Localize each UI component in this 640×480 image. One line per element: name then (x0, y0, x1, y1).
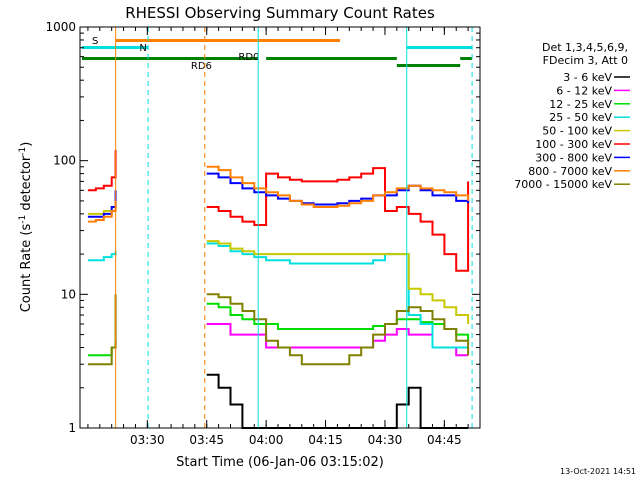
y-tick-label: 10 (61, 287, 76, 301)
x-tick-label: 04:45 (427, 433, 462, 447)
flag-label-night: N (139, 43, 146, 54)
flag-bar-rd0-3 (460, 57, 473, 60)
flag-bar-rd0 (82, 57, 259, 60)
flag-bar-night (82, 46, 149, 49)
x-tick-label: 04:00 (249, 433, 284, 447)
legend-label: 300 - 800 keV (535, 151, 612, 164)
axes-layer: 1 10 100 1000 03:30 03:45 04:00 04:15 04:30 04:45 (45, 20, 481, 447)
x-tick-label: 03:45 (189, 433, 224, 447)
x-tick-label: 04:15 (308, 433, 343, 447)
legend: Det 1,3,4,5,6,9, FDecim 3, Att 0 3 - 6 k… (514, 41, 630, 191)
markers-layer (115, 27, 473, 428)
y-tick-label: 1 (68, 421, 76, 435)
legend-header-line-1: Det 1,3,4,5,6,9, (542, 41, 628, 54)
flag-bar-saa (115, 39, 341, 42)
y-axis-label: Count Rate (s-1 detector-1) (18, 142, 34, 313)
y-axis-label-sup1: -1 (18, 215, 28, 224)
legend-label: 800 - 7000 keV (528, 165, 612, 178)
flag-bar-rd6 (396, 64, 461, 67)
series-line-6 (87, 150, 470, 272)
y-axis-label-sup2: -1 (18, 147, 28, 156)
flag-label-saa: S (92, 36, 98, 47)
y-axis-label-end: ) (19, 142, 34, 147)
legend-label: 100 - 300 keV (535, 138, 612, 151)
y-axis-label-main: Count Rate (s (19, 224, 34, 313)
legend-label: 50 - 100 keV (542, 125, 612, 138)
series-line-8 (87, 165, 470, 223)
series-layer (87, 150, 470, 429)
x-tick-label: 04:30 (368, 433, 403, 447)
legend-label: 12 - 25 keV (549, 98, 612, 111)
flag-label-rd6: RD6 (191, 61, 212, 72)
legend-label: 6 - 12 keV (556, 84, 612, 97)
series-line-4 (87, 242, 469, 349)
x-axis-label: Start Time (06-Jan-06 03:15:02) (176, 455, 384, 470)
y-tick-label: 100 (53, 154, 76, 168)
series-line-1 (206, 373, 469, 429)
plot-frame (79, 26, 481, 429)
x-tick-label: 03:30 (130, 433, 165, 447)
legend-label: 25 - 50 keV (549, 111, 612, 124)
legend-header-line-2: FDecim 3, Att 0 (543, 54, 628, 67)
timestamp: 13-Oct-2021 14:51 (560, 467, 636, 476)
flag-bar-night-2 (406, 46, 473, 49)
y-axis-label-mid: detector (19, 155, 34, 215)
flag-label-rd0: RD0 (238, 52, 259, 63)
legend-label: 3 - 6 keV (563, 71, 612, 84)
series-line-5 (87, 203, 470, 324)
legend-label: 7000 - 15000 keV (514, 178, 612, 191)
chart-title: RHESSI Observing Summary Count Rates (125, 4, 435, 22)
flag-bar-rd0-2 (266, 57, 397, 60)
flags-layer: S N RD0 RD6 (82, 36, 473, 72)
y-tick-label: 1000 (45, 20, 76, 34)
